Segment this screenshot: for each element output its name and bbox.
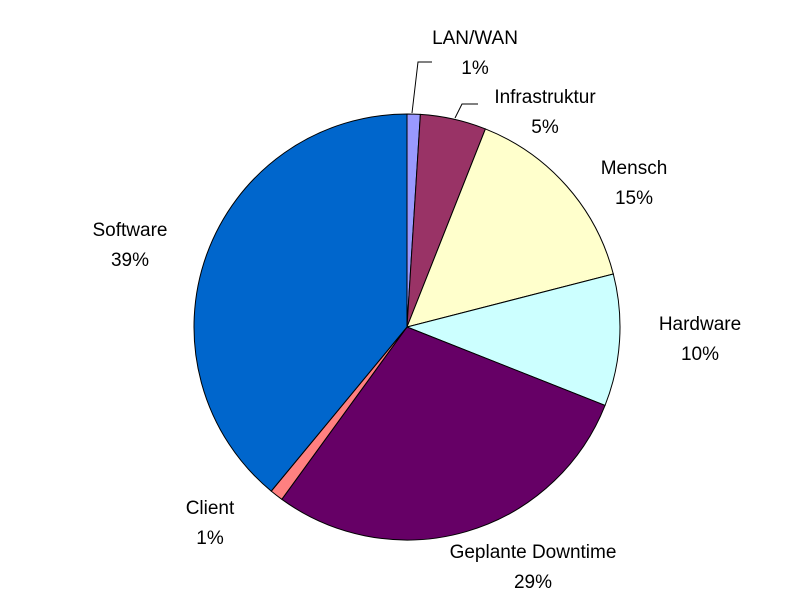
slice-percent-infrastruktur: 5% — [531, 117, 559, 138]
leader-line-infrastruktur — [454, 103, 478, 119]
slice-percent-hardware: 10% — [681, 344, 719, 365]
slice-label-software: Software — [93, 220, 168, 241]
leader-lines — [411, 61, 478, 119]
pie-slice-mensch — [406, 128, 614, 328]
slice-label-client: Client — [186, 498, 235, 519]
slice-percent-client: 1% — [196, 528, 224, 549]
slice-percent-mensch: 15% — [615, 188, 653, 209]
slice-percent-software: 39% — [111, 250, 149, 271]
pie-slices — [193, 113, 621, 541]
leader-line-lan-wan — [411, 61, 432, 114]
slice-label-geplante-downtime: Geplante Downtime — [450, 542, 617, 563]
slice-label-infrastruktur: Infrastruktur — [494, 87, 596, 108]
slice-percent-geplante-downtime: 29% — [514, 572, 552, 593]
pie-slice-hardware — [405, 273, 621, 407]
slice-label-mensch: Mensch — [601, 158, 668, 179]
slice-labels: LAN/WAN1%Infrastruktur5%Mensch15%Hardwar… — [93, 28, 742, 593]
slice-label-hardware: Hardware — [659, 314, 741, 335]
pie-slice-geplante-downtime — [281, 326, 606, 541]
slice-percent-lan-wan: 1% — [461, 58, 489, 79]
pie-slice-software — [193, 113, 408, 492]
slice-label-lan-wan: LAN/WAN — [432, 28, 518, 49]
